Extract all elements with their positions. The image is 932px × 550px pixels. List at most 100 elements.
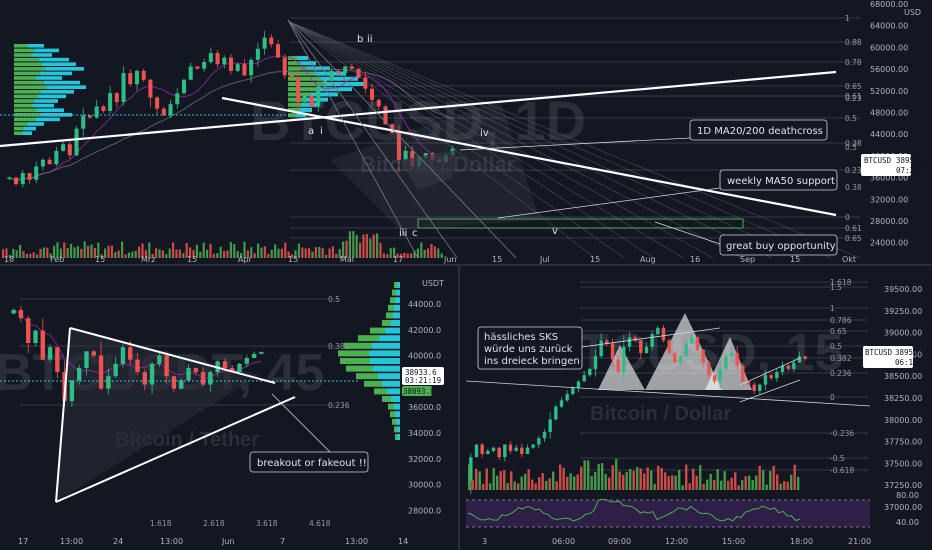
volume-bar [534, 483, 537, 490]
fib-label: -0.236 [830, 429, 854, 438]
volume-bar [548, 478, 551, 490]
volume-bar [713, 479, 716, 490]
candle-body [157, 355, 162, 364]
volume-profile-bar [14, 94, 38, 99]
volume-bar [545, 480, 548, 490]
candle-body [684, 343, 688, 357]
volume-bar [219, 246, 222, 258]
pane-top-daily[interactable]: BTCUSD, 1D Bitcoin / Dollar [0, 0, 932, 264]
price-badge-bl-value: 38933.6 [405, 368, 437, 377]
candle-body [84, 351, 89, 368]
volume-bar [653, 483, 656, 490]
candle-body [26, 318, 31, 344]
volume-profile-bar [394, 426, 397, 433]
y-axis-br[interactable] [870, 268, 932, 550]
x-tick-label: Mai [340, 255, 354, 264]
volume-bar [93, 247, 96, 258]
volume-profile-bar [397, 434, 400, 440]
y-tick-label: 34000.0 [408, 429, 441, 438]
callout-deathcross[interactable] [689, 119, 828, 141]
candle-body [94, 106, 99, 118]
volume-bar [618, 471, 621, 490]
volume-profile-bar [41, 62, 76, 66]
fib-label: 0.236 [845, 166, 867, 175]
x-tick-label: 15 [288, 255, 298, 264]
fib-ext-labels-bl: 1.618 2.618 3.618 4.618 [150, 519, 331, 528]
volume-bar [496, 475, 499, 490]
volume-bar [376, 233, 379, 258]
volume-bar [284, 242, 287, 258]
candle-body [230, 367, 235, 373]
y-axis-bl[interactable] [400, 268, 458, 536]
candle-body [480, 444, 484, 454]
trendline-falling [221, 96, 837, 217]
callout-leader-buy [654, 221, 721, 245]
fib-label: 0.236 [830, 369, 852, 378]
volume-bar [144, 250, 147, 258]
triangle-upper-trendline [69, 327, 276, 384]
volume-bar [580, 466, 583, 490]
neckline-trend [466, 380, 870, 407]
volume-bar [524, 473, 527, 490]
volume-profile-bar [14, 90, 41, 94]
x-tick-label: 15 [95, 255, 105, 264]
candle-body [148, 79, 153, 98]
candle-body [33, 330, 38, 344]
volume-bar [541, 472, 544, 490]
candle-body [251, 353, 257, 358]
fib-ext-label: 4.618 [309, 519, 331, 528]
volume-profile-bar [14, 44, 28, 48]
volume-bar [104, 248, 107, 258]
x-tick-label: 16 [690, 255, 700, 264]
y-tick-label: 32000.0 [408, 455, 441, 464]
y-tick-label: 42000.0 [408, 326, 441, 335]
volume-bar [590, 475, 593, 490]
volume-bar [155, 248, 158, 258]
volume-bar [706, 479, 709, 490]
x-tick-label: 18:00 [790, 537, 813, 546]
volume-profile-bl [338, 282, 400, 440]
volume-bar [297, 243, 300, 258]
volume-profile-bar [37, 94, 66, 99]
volume-profile-bar [14, 76, 36, 80]
callout-ma50[interactable] [719, 169, 838, 191]
candle-body [141, 70, 146, 80]
x-tick-label: 17 [18, 537, 28, 546]
wave-label-b: b [357, 34, 363, 45]
fib-label: -0.5 [830, 454, 845, 463]
volume-bar [741, 480, 744, 490]
volume-bar [335, 253, 338, 258]
volume-profile-bar [370, 327, 385, 334]
volume-bar [492, 468, 495, 490]
volume-bar [758, 465, 761, 490]
volume-bar [212, 253, 215, 258]
volume-bar [660, 467, 663, 490]
volume-bar [73, 247, 76, 258]
candle-body [195, 66, 200, 69]
volume-bar [583, 460, 586, 490]
callout-breakout[interactable] [249, 451, 369, 473]
callout-buy[interactable] [719, 234, 838, 256]
y-axis-top[interactable] [862, 0, 932, 263]
pane-bottom-left-45m[interactable]: BTCUSDT, 45 Bitcoin / Tether 0.50.3820.2… [0, 268, 458, 546]
volume-bar [520, 476, 523, 490]
candle-body [222, 361, 228, 368]
volume-bar [53, 245, 56, 258]
callout-leader-sks [559, 327, 721, 351]
pane-bottom-right-15m[interactable]: BTCUSD, 15 Bitcoin / Dollar hässliches S… [466, 268, 932, 550]
callout-leader-ma50 [497, 187, 721, 219]
candle-body [695, 337, 700, 350]
volume-bar [216, 253, 219, 258]
volume-bar [260, 247, 263, 258]
volume-bar [2, 249, 5, 258]
volume-bar [636, 467, 639, 490]
candle-body [81, 115, 86, 129]
candle-body [47, 347, 53, 360]
callout-sks[interactable] [477, 326, 583, 370]
volume-bar [632, 470, 635, 490]
candle-body [302, 95, 307, 102]
volume-profile-bar [394, 403, 400, 410]
